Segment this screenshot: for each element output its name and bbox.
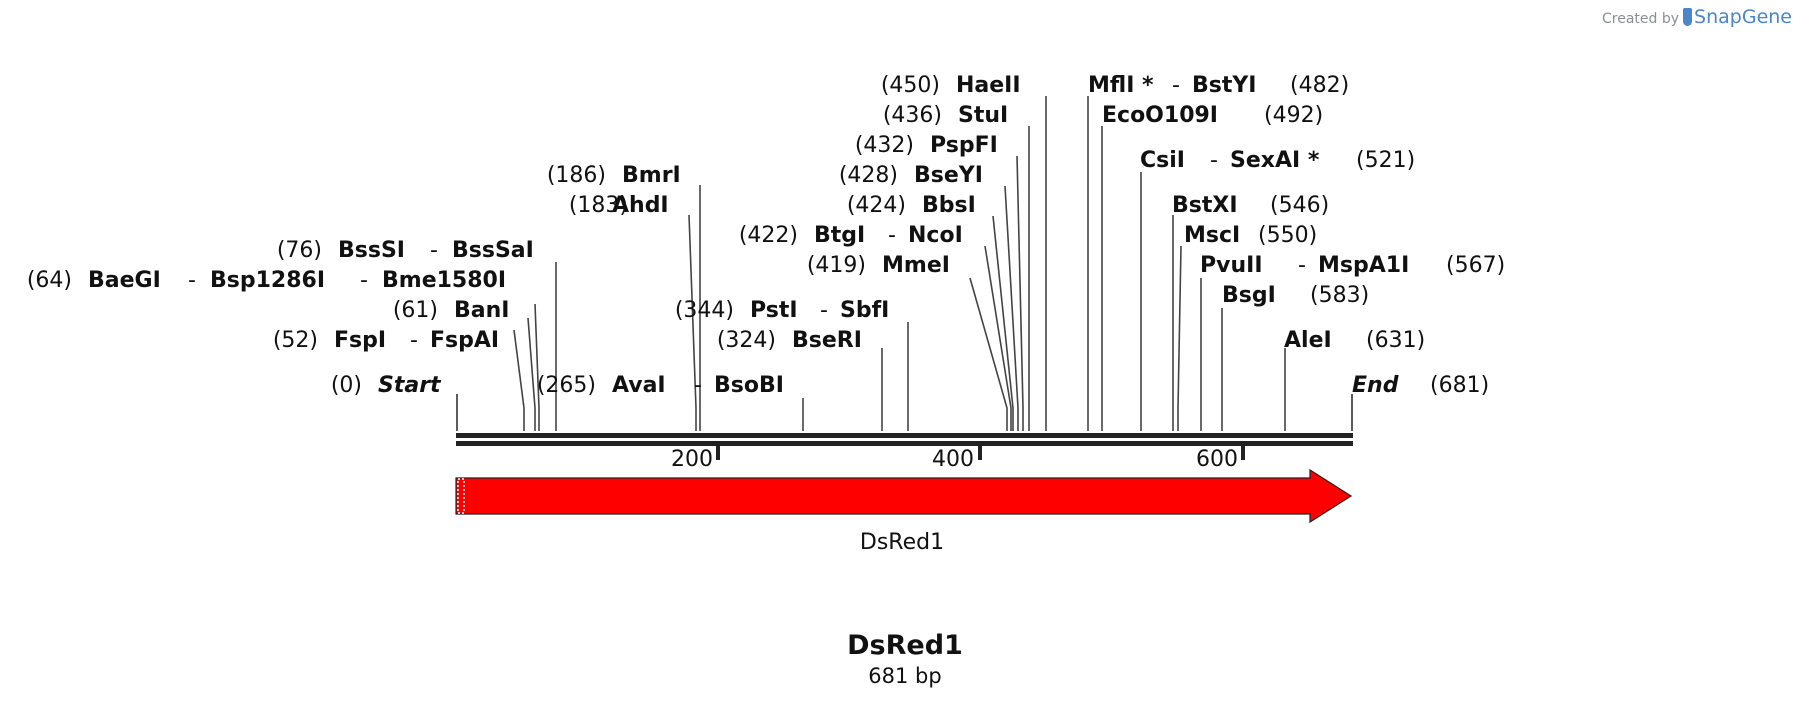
site-line-428 bbox=[1004, 185, 1019, 431]
site-344-enzyme-2[interactable]: SbfI bbox=[840, 298, 889, 323]
site-546-position: (546) bbox=[1270, 193, 1329, 218]
site-61-enzyme-1[interactable]: BanI bbox=[454, 298, 509, 323]
site-450-enzyme-1[interactable]: HaeII bbox=[956, 73, 1021, 98]
site-lines bbox=[513, 96, 1286, 431]
site-521-enzyme-2[interactable]: SexAI * bbox=[1230, 148, 1320, 173]
site-line-64 bbox=[534, 303, 540, 431]
site-64-enzyme-1[interactable]: BaeGI bbox=[88, 268, 161, 293]
site-482-enzyme-1[interactable]: MflI * bbox=[1088, 73, 1154, 98]
site-76-sep: - bbox=[430, 238, 438, 263]
tick-label-600: 600 bbox=[1196, 447, 1238, 472]
site-482-position: (482) bbox=[1290, 73, 1349, 98]
site-76-enzyme-1[interactable]: BssSI bbox=[338, 238, 405, 263]
site-436-enzyme-1[interactable]: StuI bbox=[958, 103, 1008, 128]
site-450-position: (450) bbox=[881, 73, 940, 98]
site-422-position: (422) bbox=[739, 223, 798, 248]
site-419-enzyme-1[interactable]: MmeI bbox=[882, 253, 950, 278]
feature-arrow-dsred1[interactable] bbox=[455, 468, 1353, 524]
site-265-position: (265) bbox=[537, 373, 596, 398]
tick-label-400: 400 bbox=[932, 447, 974, 472]
map-length: 681 bp bbox=[868, 664, 942, 688]
site-64-enzyme-2[interactable]: Bsp1286I bbox=[210, 268, 325, 293]
site-52-enzyme-1[interactable]: FspI bbox=[334, 328, 386, 353]
site-186-position: (186) bbox=[547, 163, 606, 188]
site-631-enzyme-1[interactable]: AleI bbox=[1284, 328, 1332, 353]
site-419-position: (419) bbox=[807, 253, 866, 278]
site-line-52 bbox=[513, 329, 525, 431]
site-482-enzyme-2[interactable]: BstYI bbox=[1192, 73, 1257, 98]
site-324-enzyme-1[interactable]: BseRI bbox=[792, 328, 862, 353]
site-76-position: (76) bbox=[277, 238, 322, 263]
credit-brand: SnapGene bbox=[1694, 6, 1792, 28]
site-422-enzyme-2[interactable]: NcoI bbox=[908, 223, 963, 248]
site-344-sep: - bbox=[820, 298, 828, 323]
backbone-top-line bbox=[456, 433, 1353, 438]
credit-prefix: Created by bbox=[1602, 11, 1680, 27]
site-482-sep: - bbox=[1172, 73, 1180, 98]
site-428-position: (428) bbox=[839, 163, 898, 188]
site-567-sep: - bbox=[1298, 253, 1306, 278]
site-line-61 bbox=[527, 317, 536, 431]
site-52-position: (52) bbox=[273, 328, 318, 353]
site-line-419 bbox=[969, 277, 1008, 431]
site-424-position: (424) bbox=[847, 193, 906, 218]
site-64-enzyme-3[interactable]: Bme1580I bbox=[382, 268, 506, 293]
tick-label-200: 200 bbox=[671, 447, 713, 472]
end-label: End bbox=[1352, 373, 1399, 398]
site-183-enzyme-1[interactable]: AhdI bbox=[612, 193, 669, 218]
start-position: (0) bbox=[331, 373, 362, 398]
site-567-enzyme-1[interactable]: PvuII bbox=[1200, 253, 1263, 278]
site-422-enzyme-1[interactable]: BtgI bbox=[814, 223, 865, 248]
site-521-sep: - bbox=[1210, 148, 1218, 173]
site-line-183 bbox=[688, 214, 697, 431]
site-186-enzyme-1[interactable]: BmrI bbox=[622, 163, 681, 188]
site-521-position: (521) bbox=[1356, 148, 1415, 173]
start-label: Start bbox=[378, 373, 442, 398]
site-567-position: (567) bbox=[1446, 253, 1505, 278]
feature-label: DsRed1 bbox=[860, 530, 944, 555]
site-344-position: (344) bbox=[675, 298, 734, 323]
site-428-enzyme-1[interactable]: BseYI bbox=[914, 163, 983, 188]
site-432-enzyme-1[interactable]: PspFI bbox=[930, 133, 998, 158]
site-436-position: (436) bbox=[883, 103, 942, 128]
site-line-424 bbox=[992, 215, 1014, 431]
site-631-position: (631) bbox=[1366, 328, 1425, 353]
map-title: DsRed1 bbox=[847, 630, 963, 661]
site-64-sep-1: - bbox=[188, 268, 196, 293]
site-76-enzyme-2[interactable]: BssSaI bbox=[452, 238, 534, 263]
site-265-enzyme-1[interactable]: AvaI bbox=[612, 373, 666, 398]
site-492-position: (492) bbox=[1264, 103, 1323, 128]
site-52-sep: - bbox=[410, 328, 418, 353]
site-550-enzyme-1[interactable]: MscI bbox=[1184, 223, 1240, 248]
site-line-550 bbox=[1177, 245, 1182, 431]
site-546-enzyme-1[interactable]: BstXI bbox=[1172, 193, 1238, 218]
site-265-enzyme-2[interactable]: BsoBI bbox=[714, 373, 784, 398]
site-567-enzyme-2[interactable]: MspA1I bbox=[1318, 253, 1409, 278]
site-424-enzyme-1[interactable]: BbsI bbox=[922, 193, 976, 218]
site-61-position: (61) bbox=[393, 298, 438, 323]
site-183-position: (183) bbox=[569, 193, 628, 218]
site-492-enzyme-1[interactable]: EcoO109I bbox=[1102, 103, 1218, 128]
site-324-position: (324) bbox=[717, 328, 776, 353]
site-344-enzyme-1[interactable]: PstI bbox=[750, 298, 798, 323]
snapgene-logo-icon bbox=[1683, 8, 1693, 26]
site-583-position: (583) bbox=[1310, 283, 1369, 308]
site-64-sep-2: - bbox=[360, 268, 368, 293]
site-64-position: (64) bbox=[27, 268, 72, 293]
site-52-enzyme-2[interactable]: FspAI bbox=[430, 328, 499, 353]
snapgene-credit: Created by SnapGene bbox=[1602, 6, 1792, 28]
site-422-sep: - bbox=[888, 223, 896, 248]
site-550-position: (550) bbox=[1258, 223, 1317, 248]
end-position: (681) bbox=[1430, 373, 1489, 398]
site-line-432 bbox=[1016, 155, 1024, 431]
site-432-position: (432) bbox=[855, 133, 914, 158]
site-583-enzyme-1[interactable]: BsgI bbox=[1222, 283, 1276, 308]
backbone-bottom-line bbox=[456, 441, 1353, 446]
site-line-422 bbox=[984, 245, 1012, 431]
site-521-enzyme-1[interactable]: CsiI bbox=[1140, 148, 1185, 173]
site-265-sep: - bbox=[694, 373, 702, 398]
